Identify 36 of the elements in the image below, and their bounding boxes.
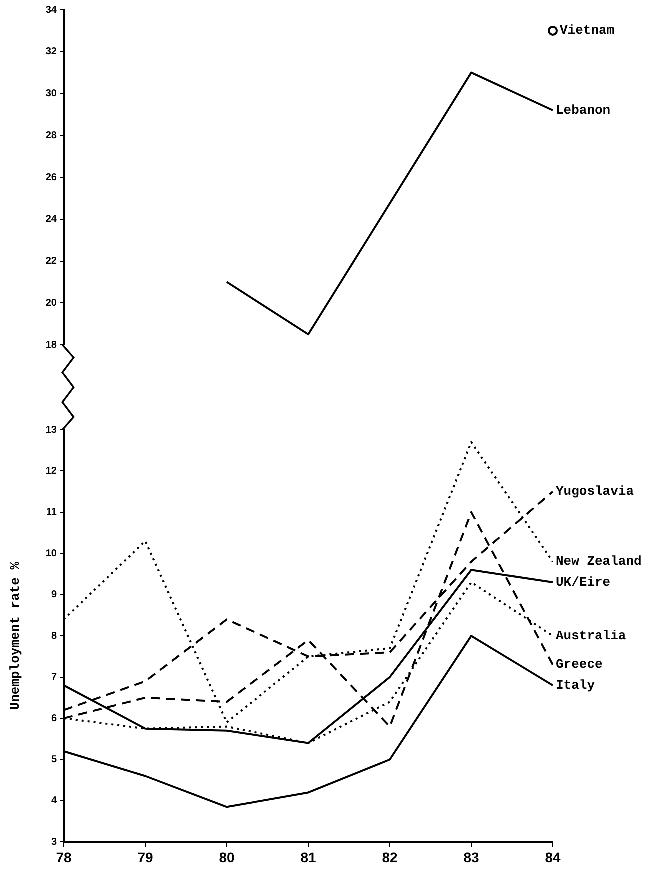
y-tick-label: 34 xyxy=(46,4,58,16)
y-tick-label: 13 xyxy=(46,424,58,436)
series-label: UK/Eire xyxy=(556,574,611,590)
x-tick-label: 81 xyxy=(300,849,316,866)
series-label: Italy xyxy=(556,678,596,693)
series-label: Yugoslavia xyxy=(556,484,634,500)
y-tick-label: 26 xyxy=(46,172,58,184)
y-axis-title: Unemployment rate % xyxy=(8,562,24,710)
y-tick-label: 4 xyxy=(51,796,58,807)
y-tick-label: 12 xyxy=(46,466,58,477)
y-tick-label: 9 xyxy=(51,590,58,601)
y-tick-label: 5 xyxy=(51,754,58,766)
x-tick-label: 80 xyxy=(219,849,235,866)
y-tick-label: 10 xyxy=(46,548,58,560)
y-tick-label: 20 xyxy=(46,298,58,309)
y-tick-label: 3 xyxy=(51,836,58,848)
x-tick-label: 79 xyxy=(138,849,154,866)
x-tick-label: 78 xyxy=(56,849,72,866)
x-tick-label: 82 xyxy=(382,849,398,866)
y-tick-label: 24 xyxy=(46,214,58,226)
series-label: Lebanon xyxy=(556,102,611,118)
y-tick-label: 30 xyxy=(46,88,58,100)
y-tick-label: 7 xyxy=(51,672,58,684)
y-tick-label: 22 xyxy=(46,256,58,267)
series-label: Greece xyxy=(556,657,604,672)
y-tick-label: 32 xyxy=(46,46,58,58)
x-tick-label: 84 xyxy=(545,849,561,866)
x-tick-label: 83 xyxy=(464,849,480,866)
y-tick-label: 6 xyxy=(51,713,58,724)
y-tick-label: 8 xyxy=(51,630,58,642)
y-tick-label: 28 xyxy=(46,130,58,142)
y-tick-label: 18 xyxy=(46,340,58,351)
series-label: Vietnam xyxy=(560,23,615,38)
series-label: Australia xyxy=(556,628,626,644)
y-tick-label: 11 xyxy=(46,507,58,518)
series-label: New Zealand xyxy=(556,554,642,570)
